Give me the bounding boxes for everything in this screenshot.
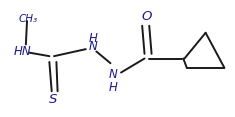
Text: H: H [108,81,117,94]
Text: N: N [88,40,97,53]
Text: N: N [108,68,117,81]
Text: O: O [142,10,152,23]
Text: CH₃: CH₃ [19,14,38,24]
Text: HN: HN [14,45,32,58]
Text: S: S [49,93,57,106]
Text: H: H [88,32,97,45]
